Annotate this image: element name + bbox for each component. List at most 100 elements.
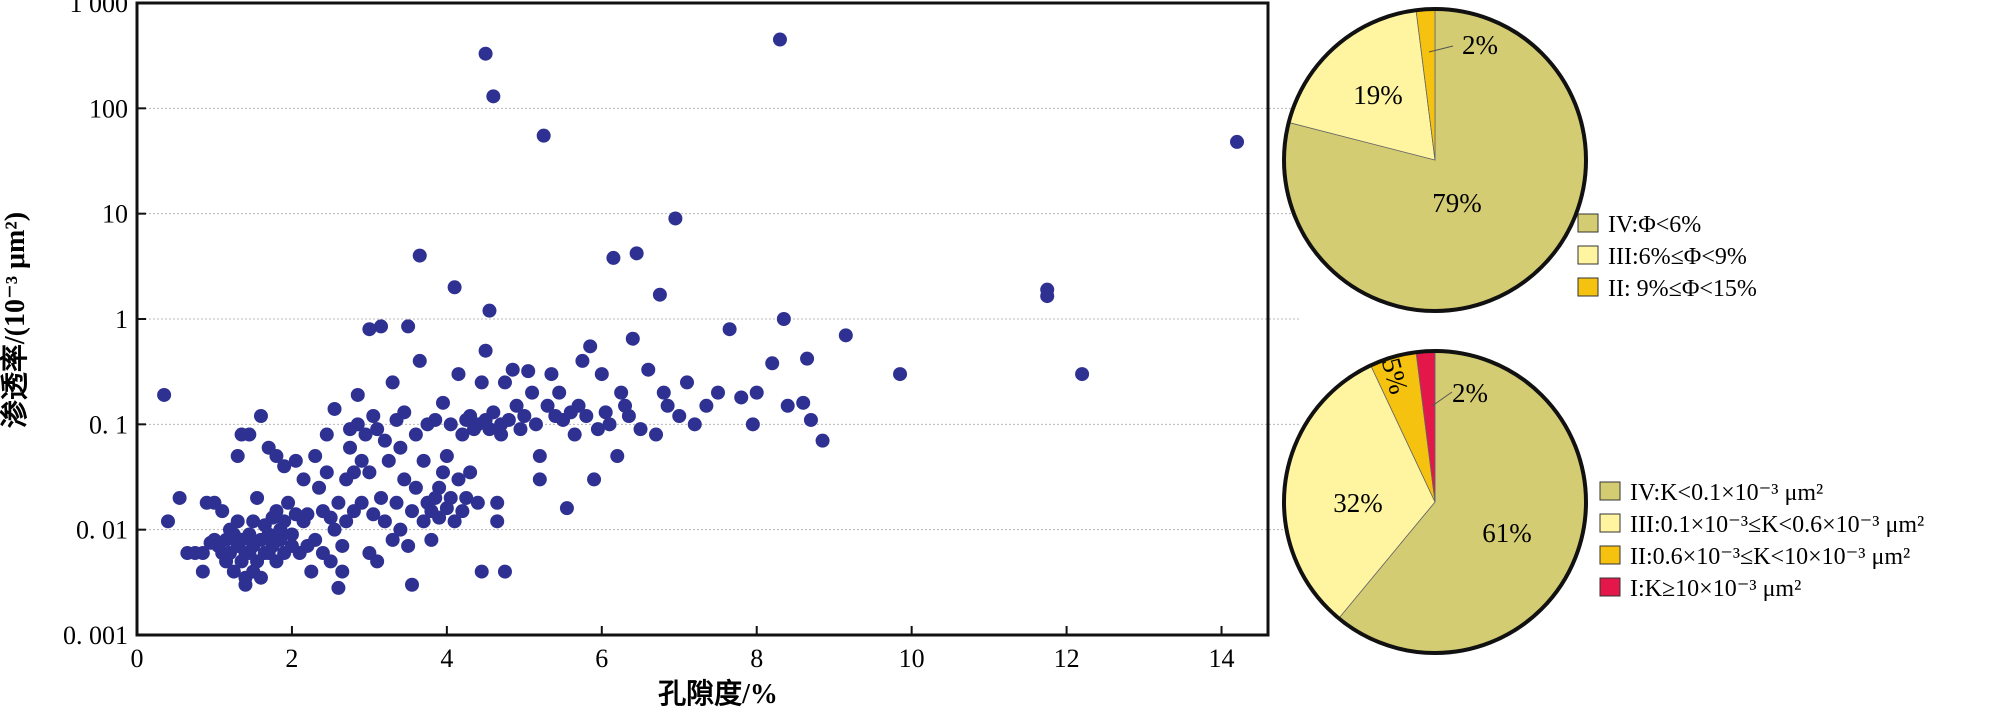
- data-point: [350, 387, 365, 402]
- data-point: [277, 514, 292, 529]
- data-point: [893, 367, 908, 382]
- legend-label: III:6%≤Φ<9%: [1608, 244, 1747, 270]
- data-point: [339, 514, 354, 529]
- data-point: [579, 408, 594, 423]
- porosity-legend: IV:Φ<6% III:6%≤Φ<9% II: 9%≤Φ<15%: [1577, 212, 1757, 302]
- data-point: [362, 322, 377, 337]
- data-point: [366, 507, 381, 522]
- data-point: [772, 32, 787, 47]
- y-axis-ticks: 0. 001 0. 01 0. 1 1 10 100 1 000: [63, 0, 146, 650]
- y-tick-label: 0. 01: [76, 516, 128, 545]
- data-point: [195, 546, 210, 561]
- data-point: [246, 514, 261, 529]
- data-point: [253, 408, 268, 423]
- data-point: [463, 465, 478, 480]
- legend-swatch: [1599, 481, 1621, 501]
- data-point: [397, 472, 412, 487]
- data-point: [172, 490, 187, 505]
- data-point: [490, 495, 505, 510]
- data-point: [366, 408, 381, 423]
- pie-slice-label: 2%: [1452, 378, 1488, 408]
- data-point: [722, 322, 737, 337]
- data-point: [486, 89, 501, 104]
- data-point: [649, 427, 664, 442]
- data-point: [304, 564, 319, 579]
- data-point: [455, 504, 470, 519]
- data-point: [606, 250, 621, 265]
- data-point: [447, 280, 462, 295]
- data-point: [284, 527, 299, 542]
- data-point: [389, 495, 404, 510]
- legend-label: II:0.6×10⁻³≤K<10×10⁻³ μm²: [1630, 544, 1910, 570]
- data-point: [459, 490, 474, 505]
- x-axis-label: 孔隙度/%: [658, 678, 778, 710]
- data-point: [428, 412, 443, 427]
- data-point: [443, 490, 458, 505]
- data-point: [497, 564, 512, 579]
- data-point: [281, 495, 296, 510]
- data-point: [497, 375, 512, 390]
- y-axis-label: 渗透率/(10⁻³ μm²): [0, 212, 31, 428]
- data-point: [401, 538, 416, 553]
- pie-slice-label: 61%: [1482, 518, 1532, 548]
- data-point: [536, 128, 551, 143]
- data-point: [749, 385, 764, 400]
- data-point: [540, 398, 555, 413]
- data-point: [288, 453, 303, 468]
- data-point: [734, 390, 749, 405]
- data-point: [780, 398, 795, 413]
- data-point: [633, 422, 648, 437]
- data-point: [401, 319, 416, 334]
- data-point: [482, 422, 497, 437]
- data-point: [405, 504, 420, 519]
- data-point: [687, 417, 702, 432]
- scatter-chart: 0 2 4 6 8 10 12 14 0. 001 0. 01 0. 1 1 10 100 1 000 孔…: [0, 0, 1300, 710]
- data-point: [273, 532, 288, 547]
- data-point: [435, 465, 450, 480]
- data-point: [385, 532, 400, 547]
- legend-label: II: 9%≤Φ<15%: [1608, 276, 1757, 302]
- data-point: [532, 449, 547, 464]
- data-point: [397, 405, 412, 420]
- data-point: [358, 427, 373, 442]
- data-point: [672, 408, 687, 423]
- data-point: [478, 343, 493, 358]
- data-point: [308, 532, 323, 547]
- data-point: [478, 46, 493, 61]
- data-point: [594, 367, 609, 382]
- data-point: [1075, 367, 1090, 382]
- data-point: [335, 564, 350, 579]
- data-point: [296, 472, 311, 487]
- data-point: [447, 514, 462, 529]
- data-point: [432, 480, 447, 495]
- data-point: [269, 449, 284, 464]
- data-point: [319, 465, 334, 480]
- data-point: [521, 364, 536, 379]
- pie-slice-label: 79%: [1432, 188, 1482, 218]
- x-tick-label: 8: [750, 644, 763, 673]
- data-point: [327, 401, 342, 416]
- legend-swatch: [1577, 245, 1599, 265]
- data-point: [393, 440, 408, 455]
- data-point: [443, 417, 458, 432]
- data-point: [641, 362, 656, 377]
- data-point: [323, 554, 338, 569]
- data-point: [242, 427, 257, 442]
- data-point: [327, 522, 342, 537]
- data-point: [370, 422, 385, 437]
- legend-swatch: [1577, 277, 1599, 297]
- data-point: [490, 514, 505, 529]
- data-point: [308, 449, 323, 464]
- data-point: [408, 480, 423, 495]
- data-point: [614, 385, 629, 400]
- x-tick-label: 6: [595, 644, 608, 673]
- data-point: [668, 211, 683, 226]
- legend-label: IV:K<0.1×10⁻³ μm²: [1630, 480, 1823, 506]
- data-point: [381, 453, 396, 468]
- data-point: [765, 356, 780, 371]
- y-tick-label: 1 000: [70, 0, 129, 18]
- data-point: [195, 564, 210, 579]
- pie-slice-label: 32%: [1333, 488, 1383, 518]
- data-point: [482, 303, 497, 318]
